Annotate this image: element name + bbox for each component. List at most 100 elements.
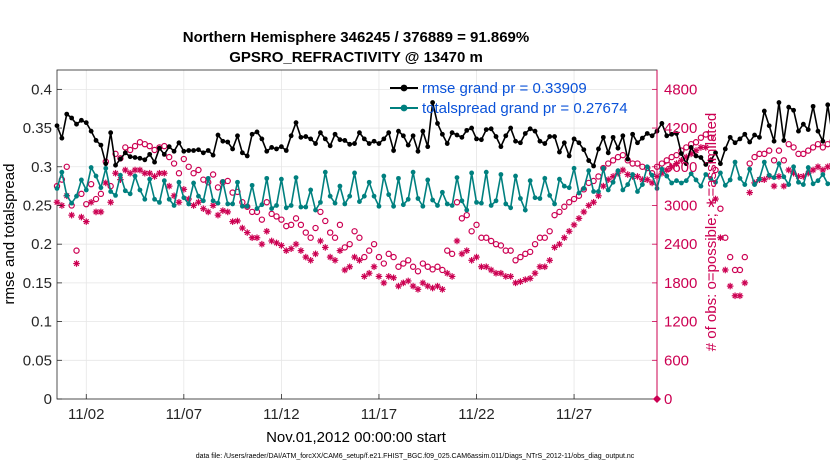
- spread-point: [444, 201, 450, 207]
- y-right-tick-label: 2400: [664, 236, 697, 253]
- obs-assimilated-point: [370, 263, 378, 271]
- spread-point: [386, 192, 392, 198]
- obs-possible-point: [692, 139, 700, 146]
- rmse-point: [259, 136, 265, 142]
- rmse-point: [293, 120, 299, 126]
- obs-possible-point: [78, 190, 85, 198]
- obs-assimilated-point: [312, 250, 319, 258]
- spread-point: [210, 198, 216, 204]
- rmse-point: [742, 131, 748, 137]
- obs-possible-point: [365, 247, 373, 254]
- spread-point: [332, 200, 338, 206]
- obs-assimilated-point: [204, 208, 212, 216]
- spread-point: [230, 201, 236, 207]
- x-tick-label: 11/12: [263, 406, 299, 423]
- obs-assimilated-point: [165, 182, 173, 190]
- obs-assimilated-point: [785, 166, 793, 174]
- obs-possible-point: [765, 147, 773, 154]
- obs-assimilated-point: [497, 269, 505, 277]
- obs-possible-point: [805, 147, 812, 154]
- obs-possible-point: [395, 263, 402, 270]
- obs-possible-point: [224, 177, 231, 185]
- obs-possible-point: [634, 160, 641, 167]
- rmse-point: [103, 161, 109, 167]
- rmse-point: [678, 151, 684, 157]
- spread-point: [78, 177, 84, 183]
- spread-point: [283, 205, 289, 211]
- spread-point: [659, 166, 665, 172]
- obs-assimilated-point: [585, 202, 593, 209]
- obs-possible-point: [346, 240, 353, 248]
- rmse-point: [347, 141, 353, 147]
- obs-possible-point: [819, 144, 827, 151]
- y-left-tick-label: 0.1: [31, 314, 52, 331]
- rmse-point: [108, 130, 114, 136]
- spread-point: [93, 173, 99, 179]
- obs-possible-point: [122, 144, 129, 151]
- obs-assimilated-point: [541, 263, 549, 271]
- obs-possible-point: [73, 247, 80, 254]
- spread-point: [176, 179, 182, 185]
- spread-point: [820, 172, 826, 177]
- rmse-point: [776, 100, 782, 105]
- spread-point: [508, 205, 514, 211]
- rmse-point: [98, 142, 104, 148]
- spread-point: [161, 178, 167, 184]
- obs-possible-point: [214, 184, 222, 191]
- spread-point: [527, 178, 533, 184]
- obs-assimilated-point: [126, 169, 134, 177]
- spread-point: [649, 172, 655, 178]
- y-right-tick-label: 3600: [664, 159, 697, 176]
- rmse-point: [288, 133, 294, 139]
- obs-assimilated-point: [87, 198, 95, 206]
- spread-point: [288, 203, 294, 208]
- spread-point: [308, 187, 314, 193]
- spread-point: [742, 182, 748, 187]
- rmse-point: [493, 134, 499, 139]
- spread-point: [59, 169, 65, 175]
- obs-assimilated-point: [409, 282, 417, 290]
- obs-possible-point: [697, 134, 705, 141]
- spread-point: [152, 196, 157, 202]
- obs-assimilated-point: [702, 144, 710, 151]
- obs-assimilated-point: [780, 182, 788, 190]
- chart-title-line2: GPSRO_REFRACTIVITY @ 13470 m: [229, 49, 483, 66]
- rmse-point: [88, 128, 94, 134]
- spread-point: [639, 182, 645, 187]
- obs-possible-point: [385, 250, 392, 258]
- spread-point: [137, 187, 143, 193]
- obs-possible-point: [800, 150, 807, 158]
- rmse-point: [737, 136, 743, 142]
- obs-possible-point: [473, 221, 480, 229]
- obs-possible-point: [565, 199, 573, 206]
- rmse-point: [225, 139, 231, 145]
- rmse-point: [552, 134, 557, 139]
- rmse-point: [464, 127, 470, 133]
- obs-possible-point: [87, 180, 95, 188]
- y-left-tick-label: 0.3: [31, 159, 52, 176]
- obs-assimilated-point: [200, 205, 207, 212]
- y-left-axis-ticks: 0 0.05 0.1 0.15 0.2 0.25 0.3 0.35 0.4: [23, 81, 62, 408]
- spread-point: [752, 182, 757, 187]
- rmse-point: [435, 121, 440, 126]
- rmse-point: [415, 148, 421, 154]
- obs-possible-point: [751, 153, 758, 161]
- rmse-point: [318, 130, 323, 136]
- obs-assimilated-point: [239, 224, 246, 232]
- obs-assimilated-point: [439, 286, 446, 293]
- obs-possible-point: [146, 142, 153, 150]
- spread-point: [98, 185, 104, 191]
- rmse-point: [327, 143, 333, 149]
- obs-assimilated-point: [243, 229, 251, 236]
- obs-possible-point: [775, 147, 783, 154]
- obs-assimilated-point: [97, 208, 105, 216]
- spread-point: [757, 176, 762, 182]
- obs-possible-point: [809, 144, 817, 151]
- spread-point: [191, 180, 196, 186]
- x-tick-label: 11/02: [68, 406, 104, 423]
- y-right-tick-label: 1800: [664, 275, 697, 292]
- obs-assimilated-point: [619, 166, 627, 174]
- rmse-point: [625, 156, 631, 162]
- obs-possible-point: [375, 253, 383, 261]
- spread-point: [474, 199, 479, 205]
